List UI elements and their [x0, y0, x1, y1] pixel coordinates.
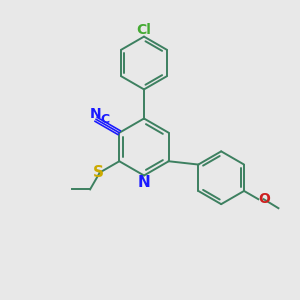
Text: N: N — [90, 107, 102, 121]
Text: S: S — [93, 165, 104, 180]
Text: N: N — [138, 175, 150, 190]
Text: O: O — [258, 192, 270, 206]
Text: C: C — [100, 112, 109, 126]
Text: Cl: Cl — [136, 23, 152, 37]
